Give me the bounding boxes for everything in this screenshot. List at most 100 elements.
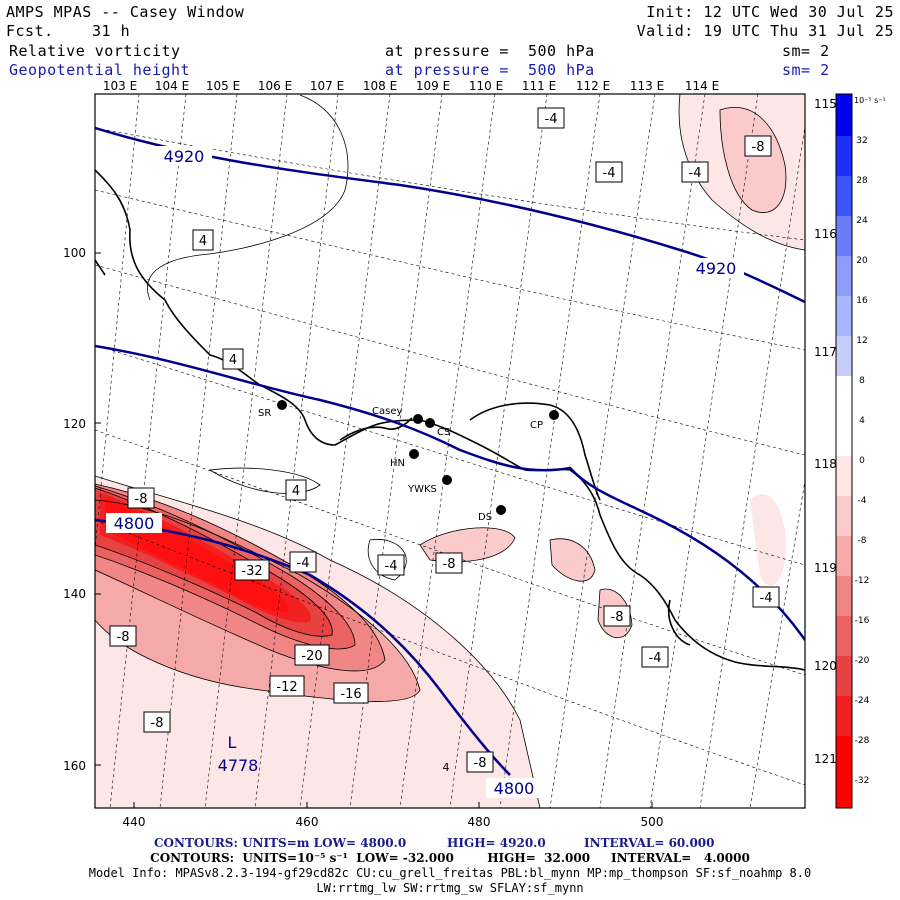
colorbar-tick: -12 — [855, 576, 870, 586]
colorbar — [835, 93, 853, 809]
colorbar-tick: 12 — [856, 336, 867, 346]
colorbar-tick: -8 — [858, 536, 867, 546]
vorticity-label: -4 — [545, 112, 558, 127]
vorticity-labels: -4 -8 -4 -4 -8 4 4 4 -8 -4 -32 -4 -8 -8 … — [109, 107, 780, 773]
colorbar-tick: 0 — [859, 456, 865, 466]
left-axis-tick: 160 — [63, 759, 86, 773]
station-label: Casey — [372, 406, 402, 417]
vorticity-label: -20 — [301, 649, 322, 664]
vorticity-label: -8 — [135, 492, 148, 507]
top-lon-label: 108 E — [363, 79, 397, 93]
top-lon-label: 105 E — [206, 79, 240, 93]
forecast-label: Fcst. — [6, 22, 54, 40]
low-symbol: L — [228, 733, 237, 752]
vorticity-label: -4 — [689, 166, 702, 181]
station-label: SR — [258, 408, 271, 419]
station-dot-cp — [549, 410, 559, 420]
vorticity-label: 4 — [292, 484, 300, 499]
height-contour-interval: INTERVAL= 60.000 — [584, 836, 715, 850]
vorticity-label: -8 — [611, 610, 624, 625]
colorbar-tick: -4 — [858, 496, 867, 506]
colorbar-tick: 4 — [859, 416, 865, 426]
vorticity-label: 4 — [199, 234, 207, 249]
field2-level: at pressure = 500 hPa — [385, 61, 595, 79]
top-lon-label: 113 E — [630, 79, 664, 93]
top-lon-label: 103 E — [103, 79, 137, 93]
colorbar-tick: 8 — [859, 376, 865, 386]
vorticity-label: 4 — [443, 761, 450, 774]
bottom-axis-tick: 500 — [641, 815, 664, 829]
vorticity-label: -32 — [241, 564, 262, 579]
top-lon-label: 109 E — [416, 79, 450, 93]
colorbar-tick: 24 — [856, 216, 868, 226]
field1-level: at pressure = 500 hPa — [385, 42, 595, 60]
vorticity-contours — [95, 94, 805, 808]
bottom-axis-tick: 480 — [468, 815, 491, 829]
top-lon-label: 107 E — [310, 79, 344, 93]
left-axis-tick: 120 — [63, 417, 86, 431]
colorbar-tick: 32 — [856, 136, 867, 146]
height-label: 4800 — [114, 514, 155, 533]
colorbar-tick: -28 — [855, 736, 870, 746]
vorticity-label: -12 — [276, 680, 297, 695]
field2-smoothing: sm= 2 — [782, 61, 830, 79]
vorticity-label: -8 — [443, 557, 456, 572]
init-time: Init: 12 UTC Wed 30 Jul 25 — [646, 3, 894, 21]
map-title: AMPS MPAS -- Casey Window — [6, 3, 245, 21]
station-markers — [277, 400, 559, 515]
height-label: 4800 — [494, 779, 535, 798]
vorticity-shading — [95, 94, 805, 808]
vorticity-label: -8 — [752, 140, 765, 155]
vorticity-label: -8 — [151, 716, 164, 731]
top-lon-label: 111 E — [522, 79, 556, 93]
low-value: 4778 — [218, 756, 259, 775]
colorbar-tick: 20 — [856, 256, 868, 266]
vorticity-label: 4 — [229, 353, 237, 368]
plot-frame — [94, 93, 806, 809]
field1-smoothing: sm= 2 — [782, 42, 830, 60]
vorticity-label: -4 — [385, 559, 398, 574]
vorticity-label: -4 — [760, 591, 773, 606]
left-axis-tick: 100 — [63, 246, 86, 260]
field2-name: Geopotential height — [9, 61, 191, 79]
left-axis-tick: 140 — [63, 587, 86, 601]
colorbar-tick: 16 — [856, 296, 868, 306]
graticule-lines — [95, 94, 805, 808]
vorticity-label: -4 — [649, 651, 662, 666]
height-contour-high: HIGH= 4920.0 — [447, 836, 546, 850]
colorbar-tick: -20 — [855, 656, 870, 666]
station-label: DS — [478, 512, 492, 523]
top-lon-label: 106 E — [258, 79, 292, 93]
height-contour-units: CONTOURS: UNITS=m LOW= 4800.0 — [154, 836, 407, 850]
bottom-axis-tick: 460 — [296, 815, 319, 829]
vorticity-label: -8 — [117, 630, 130, 645]
station-dot-ds — [496, 505, 506, 515]
station-dot-casey — [413, 414, 423, 424]
station-dot-sr — [277, 400, 287, 410]
colorbar-units: 10⁻⁵ s⁻¹ — [854, 96, 886, 105]
station-label: CS — [437, 427, 450, 438]
station-label: YWKS — [407, 484, 437, 495]
colorbar-tick: 28 — [856, 176, 868, 186]
top-lon-label: 114 E — [685, 79, 719, 93]
field1-name: Relative vorticity — [9, 42, 181, 60]
station-dot-ywks — [442, 475, 452, 485]
station-dot-hn — [409, 449, 419, 459]
vorticity-label: -4 — [603, 166, 616, 181]
bottom-axis-tick: 440 — [123, 815, 146, 829]
model-info: Model Info: MPASv8.2.3-194-gf29cd82c CU:… — [88, 866, 812, 880]
station-dot-cs — [425, 418, 435, 428]
vorticity-contour-info: CONTOURS: UNITS=10⁻⁵ s⁻¹ LOW= -32.000 HI… — [150, 851, 750, 865]
colorbar-tick: -16 — [855, 616, 870, 626]
valid-time: Valid: 19 UTC Thu 31 Jul 25 — [636, 22, 894, 40]
station-label: CP — [530, 420, 543, 431]
top-lon-label: 104 E — [155, 79, 189, 93]
forecast-hours: 31 h — [92, 22, 131, 40]
vorticity-label: -4 — [297, 556, 310, 571]
colorbar-tick: -24 — [855, 696, 870, 706]
top-lon-label: 112 E — [576, 79, 610, 93]
vorticity-label: -16 — [340, 687, 361, 702]
vorticity-label: -8 — [474, 756, 487, 771]
model-physics: LW:rrtmg_lw SW:rrtmg_sw SFLAY:sf_mynn — [316, 881, 584, 895]
